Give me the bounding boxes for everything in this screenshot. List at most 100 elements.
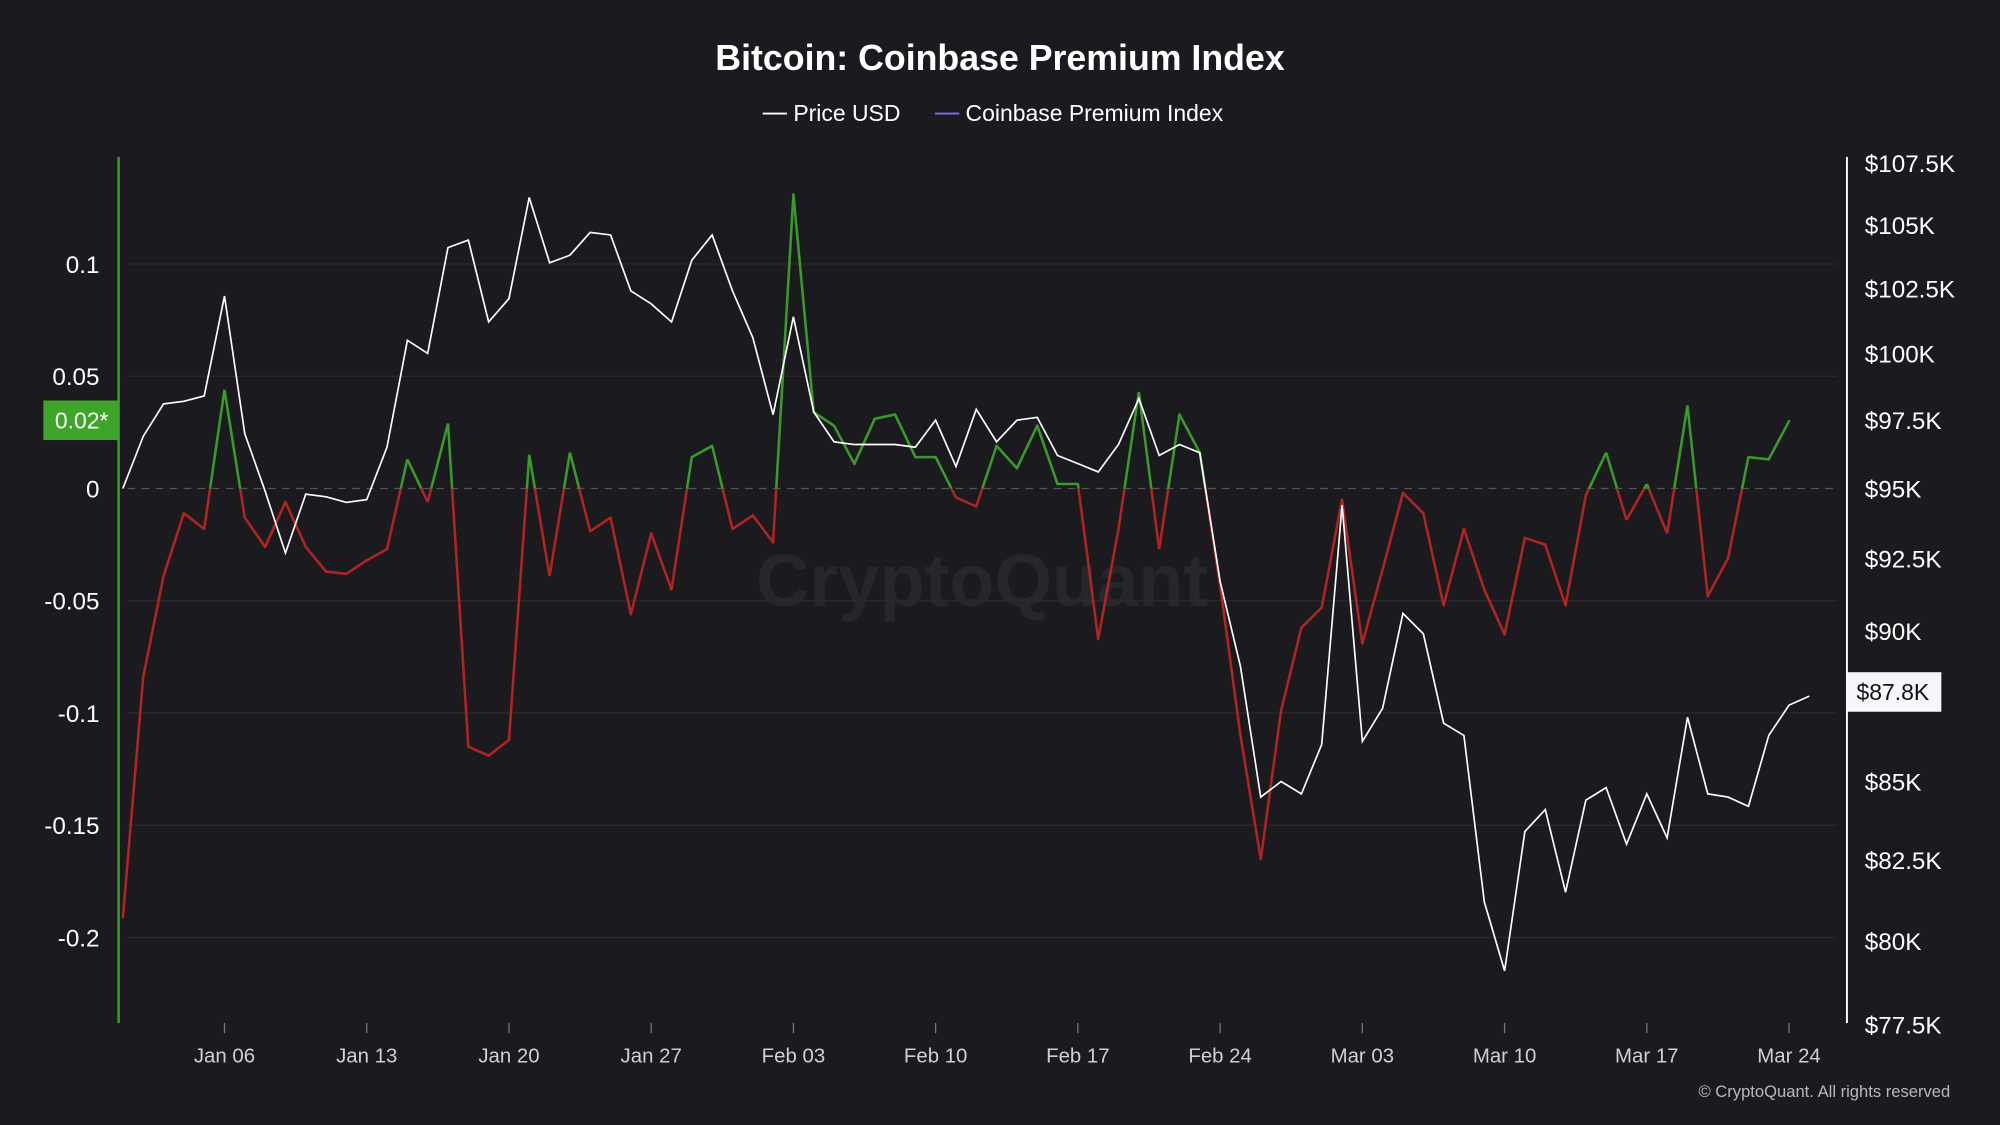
premium-segment <box>873 413 897 421</box>
premium-segment <box>1340 498 1364 645</box>
x-axis: Jan 06 Jan 13 Jan 20 Jan 27 Feb 03 Feb 10 Feb … <box>194 1022 1821 1068</box>
premium-segment <box>1615 488 1628 521</box>
right-tick-label: $92.5K <box>1865 547 1942 574</box>
premium-segment <box>731 514 755 531</box>
premium-badge-bg <box>43 400 119 441</box>
price-badge-bg <box>1846 672 1942 712</box>
premium-segment <box>548 488 566 577</box>
premium-segment <box>751 514 775 544</box>
premium-segment <box>685 456 694 489</box>
premium-segment <box>208 389 226 489</box>
left-tick-label: -0.2 <box>58 925 100 952</box>
premium-segment <box>832 424 856 466</box>
right-tick-label: $77.5K <box>1865 1013 1942 1040</box>
left-tick-label: 0.1 <box>66 252 100 279</box>
premium-current-badge: 0.02* <box>43 400 119 441</box>
left-tick-label: -0.15 <box>44 813 99 840</box>
premium-segment <box>406 458 423 490</box>
premium-segment <box>1401 491 1425 515</box>
right-tick-label: $107.5K <box>1865 151 1955 178</box>
premium-segment <box>467 745 490 757</box>
left-axis: 0.1 0.05 0 -0.05 -0.1 -0.15 -0.2 <box>44 252 99 952</box>
premium-badge-value: 0.02* <box>55 408 109 434</box>
premium-segment <box>1645 483 1650 490</box>
premium-segment <box>385 488 403 550</box>
premium-segment <box>1015 424 1039 470</box>
premium-segment <box>981 445 998 489</box>
premium-segment <box>528 454 537 489</box>
premium-segment <box>1167 414 1181 489</box>
x-tick-label: Feb 03 <box>762 1046 825 1068</box>
x-tick-label: Feb 24 <box>1188 1046 1251 1068</box>
left-tick-label: 0 <box>86 476 99 503</box>
premium-segment <box>954 496 978 508</box>
x-tick-label: Feb 10 <box>904 1046 967 1068</box>
premium-segment <box>568 452 581 489</box>
legend-label-price: Price USD <box>793 100 900 126</box>
premium-segment <box>182 511 206 531</box>
left-tick-label: -0.1 <box>58 701 100 728</box>
right-tick-label: $82.5K <box>1865 848 1942 875</box>
premium-segment <box>1523 536 1547 546</box>
premium-segment <box>1564 493 1588 607</box>
premium-segment <box>1726 488 1744 559</box>
legend-item-premium[interactable]: Coinbase Premium Index <box>934 100 1224 126</box>
premium-segment <box>399 459 409 489</box>
premium-segment <box>238 488 247 518</box>
right-tick-label: $97.5K <box>1865 408 1942 435</box>
premium-segment <box>202 488 212 530</box>
premium-segment <box>420 487 429 503</box>
right-axis: $107.5K $105K $102.5K $100K $97.5K $95K $92.5K… <box>1865 151 1955 1040</box>
premium-segment <box>1503 536 1527 636</box>
premium-segment <box>1584 487 1591 496</box>
premium-segment <box>324 570 348 576</box>
premium-segment <box>1587 452 1608 490</box>
premium-segment <box>975 488 984 507</box>
premium-segment <box>1076 483 1080 489</box>
premium-segment <box>1422 511 1445 607</box>
premium-segment <box>1647 488 1669 534</box>
right-tick-label: $90K <box>1865 619 1922 646</box>
left-tick-label: -0.05 <box>44 589 99 616</box>
x-tick-label: Jan 13 <box>336 1046 397 1068</box>
right-tick-label: $80K <box>1865 929 1922 956</box>
premium-segment <box>1543 543 1567 607</box>
premium-segment <box>792 193 816 414</box>
premium-segment <box>1137 391 1153 489</box>
premium-segment <box>934 456 953 490</box>
x-tick-label: Mar 17 <box>1615 1046 1678 1068</box>
premium-segment <box>1123 391 1141 489</box>
price-line <box>122 197 1810 972</box>
premium-segment <box>1767 419 1791 461</box>
premium-segment <box>853 417 876 466</box>
legend: Price USD Coinbase Premium Index <box>762 100 1224 126</box>
premium-segment <box>1462 527 1486 591</box>
premium-segment <box>1740 456 1750 489</box>
premium-segment <box>243 516 267 549</box>
premium-segment <box>721 488 734 530</box>
premium-segment <box>609 516 633 616</box>
copyright: © CryptoQuant. All rights reserved <box>1698 1082 1950 1101</box>
premium-segment <box>446 423 454 489</box>
grid <box>127 263 1837 939</box>
premium-segment <box>629 532 653 616</box>
right-tick-label: $100K <box>1865 341 1935 368</box>
premium-segment <box>562 452 572 489</box>
premium-segment <box>1625 487 1646 521</box>
x-tick-label: Mar 10 <box>1473 1046 1536 1068</box>
x-tick-label: Mar 24 <box>1757 1046 1820 1068</box>
premium-segment <box>365 547 389 562</box>
premium-segment <box>1077 488 1100 640</box>
premium-segment <box>141 574 165 679</box>
premium-segment <box>771 488 778 543</box>
premium-segment <box>690 444 714 459</box>
premium-segment <box>1320 498 1344 609</box>
watermark: CryptoQuant <box>756 539 1208 622</box>
legend-label-premium: Coinbase Premium Index <box>966 100 1224 126</box>
legend-item-price[interactable]: Price USD <box>762 100 901 126</box>
premium-segment <box>1665 488 1676 534</box>
premium-segment <box>345 559 368 576</box>
premium-segment <box>1035 424 1059 486</box>
x-tick-label: Mar 03 <box>1331 1046 1394 1068</box>
